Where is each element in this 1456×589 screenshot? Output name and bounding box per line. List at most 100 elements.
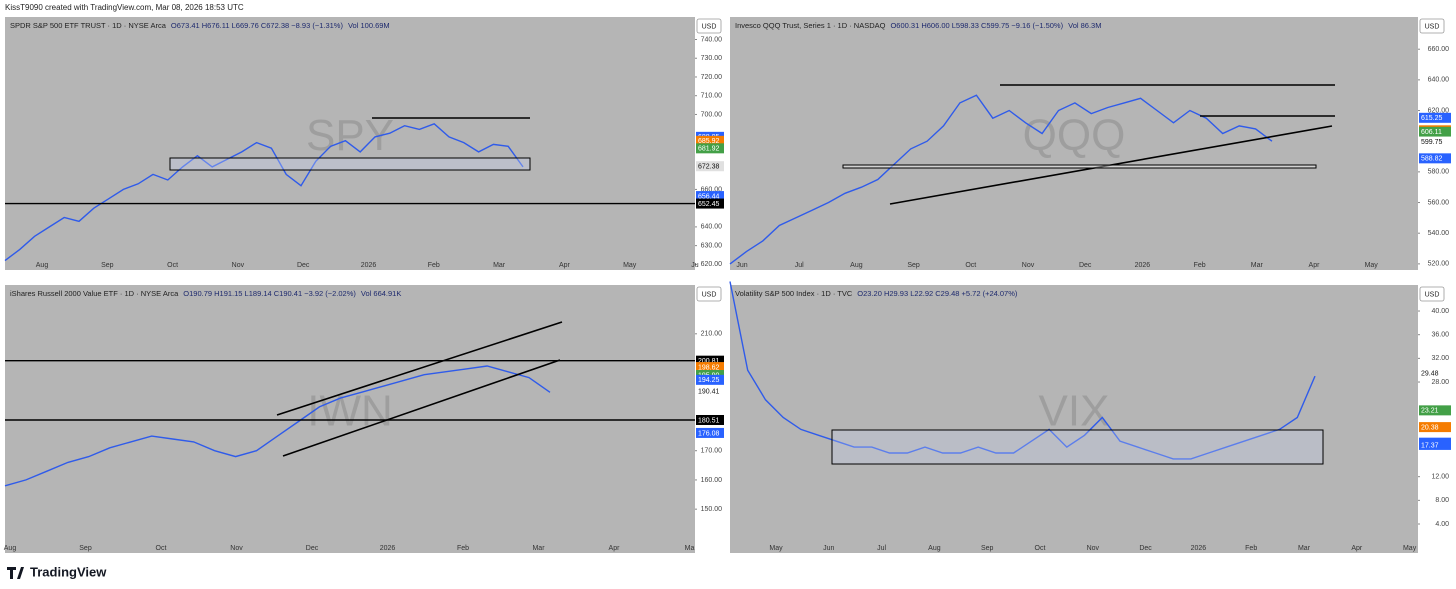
- currency-label: USD: [1425, 291, 1440, 298]
- range-box: [842, 164, 1317, 169]
- price-badge: [1419, 136, 1451, 147]
- price-axis: [1418, 285, 1452, 553]
- watermark: QQQ: [1023, 111, 1126, 160]
- y-tick-label: 8.00: [1435, 497, 1449, 504]
- x-tick-label: Mar: [532, 545, 545, 552]
- x-tick-label: Oct: [1035, 545, 1046, 552]
- x-tick-label: 2026: [1191, 545, 1207, 552]
- y-tick-label: 40.00: [1431, 308, 1449, 315]
- y-tick-label: 210.00: [701, 331, 723, 338]
- footer: TradingView: [7, 564, 107, 579]
- y-tick-label: 660.00: [1428, 46, 1450, 53]
- y-tick-label: 12.00: [1431, 474, 1449, 481]
- price-badge: [696, 161, 724, 172]
- x-tick-label: 2026: [361, 262, 377, 269]
- channel-line: [276, 321, 563, 416]
- x-tick-label: May: [1365, 262, 1379, 269]
- y-tick-label: 660.00: [701, 186, 723, 193]
- x-tick-label: Nov: [230, 545, 243, 552]
- legend-line: Volatility S&P 500 Index · 1D · TVC O23.2…: [735, 289, 1018, 298]
- price-badge-label: 672.38: [698, 164, 720, 171]
- chart-panel: QQQ Invesco QQQ Trust, Series 1 · 1D · NA…: [729, 17, 1452, 270]
- x-tick-label: Mar: [1251, 262, 1264, 269]
- price-badge: [1419, 112, 1451, 123]
- x-tick-label: Aug: [36, 262, 49, 269]
- y-tick-label: 700.00: [701, 111, 723, 118]
- currency-label: USD: [1425, 23, 1440, 30]
- chart-title: SPDR S&P 500 ETF TRUST · 1D · NYSE Arca: [10, 21, 167, 30]
- x-tick-label: Feb: [428, 262, 440, 269]
- x-tick-label: Aug: [4, 545, 17, 552]
- volume-value: Vol 86.3M: [1068, 21, 1101, 30]
- x-tick-label: Ju: [691, 262, 699, 269]
- x-tick-label: Sep: [981, 545, 994, 552]
- x-tick-label: Apr: [1351, 545, 1363, 552]
- price-badge-label: 20.38: [1421, 424, 1439, 431]
- chart-panel: IWN iShares Russell 2000 Value ETF · 1D ·…: [4, 285, 725, 553]
- legend-line: Invesco QQQ Trust, Series 1 · 1D · NASDA…: [735, 21, 1101, 30]
- price-badge: [696, 143, 724, 154]
- x-tick-label: Oct: [167, 262, 178, 269]
- price-badge: [1419, 126, 1451, 137]
- y-tick-label: 32.00: [1431, 355, 1449, 362]
- price-badge-label: 588.82: [1421, 156, 1443, 163]
- price-badge: [696, 427, 724, 438]
- x-tick-label: Ma: [685, 545, 695, 552]
- x-tick-label: Apr: [1309, 262, 1321, 269]
- price-badge-label: 23.21: [1421, 408, 1439, 415]
- watermark: VIX: [1039, 387, 1110, 436]
- volume-value: Vol 664.91K: [361, 289, 401, 298]
- x-tick-label: Dec: [306, 545, 319, 552]
- footer-brand: TradingView: [30, 564, 107, 579]
- price-badge-label: 681.92: [698, 146, 720, 153]
- x-tick-label: Dec: [1139, 545, 1152, 552]
- x-tick-label: Nov: [1087, 545, 1100, 552]
- x-tick-label: Apr: [559, 262, 571, 269]
- plot-area: [730, 285, 1418, 553]
- x-tick-label: Aug: [928, 545, 941, 552]
- currency-button[interactable]: [696, 286, 722, 302]
- price-line: [729, 281, 1316, 460]
- y-tick-label: 520.00: [1428, 261, 1450, 268]
- x-tick-label: Jun: [736, 262, 747, 269]
- x-tick-label: Feb: [1245, 545, 1257, 552]
- price-badge-label: 190.41: [698, 388, 720, 395]
- x-tick-label: 2026: [1135, 262, 1151, 269]
- footer-logo: [7, 567, 24, 579]
- price-badge-label: 198.62: [698, 364, 720, 371]
- x-tick-label: Dec: [297, 262, 310, 269]
- price-badge-label: 176.08: [698, 430, 720, 437]
- price-badge: [696, 374, 724, 385]
- x-tick-label: Sep: [907, 262, 920, 269]
- y-tick-label: 720.00: [701, 74, 723, 81]
- y-tick-label: 730.00: [701, 55, 723, 62]
- price-badge-label: 615.25: [1421, 115, 1443, 122]
- x-tick-label: Mar: [493, 262, 506, 269]
- x-tick-label: May: [1403, 545, 1417, 552]
- legend-line: iShares Russell 2000 Value ETF · 1D · NY…: [10, 289, 401, 298]
- currency-button[interactable]: [1419, 18, 1445, 34]
- x-tick-label: 2026: [380, 545, 396, 552]
- y-tick-label: 4.00: [1435, 521, 1449, 528]
- currency-button[interactable]: [1419, 286, 1445, 302]
- price-badge-label: 180.51: [698, 417, 720, 424]
- x-tick-label: May: [769, 545, 783, 552]
- x-tick-label: Dec: [1079, 262, 1092, 269]
- x-tick-label: Sep: [101, 262, 114, 269]
- legend-line: SPDR S&P 500 ETF TRUST · 1D · NYSE Arca O…: [10, 21, 390, 30]
- ohlc-values: O190.79 H191.15 L189.14 C190.41 −3.92 (−…: [183, 289, 356, 298]
- price-badge: [1419, 405, 1451, 416]
- drawings: [169, 84, 1335, 465]
- header-text: KissT9090 created with TradingView.com, …: [5, 3, 244, 12]
- chart-title: Invesco QQQ Trust, Series 1 · 1D · NASDA…: [735, 21, 886, 30]
- price-badge: [696, 386, 724, 397]
- price-badge: [696, 355, 724, 366]
- currency-button[interactable]: [696, 18, 722, 34]
- x-tick-label: Apr: [609, 545, 621, 552]
- x-tick-label: Feb: [457, 545, 469, 552]
- x-tick-label: Jul: [795, 262, 804, 269]
- price-badge: [696, 414, 724, 425]
